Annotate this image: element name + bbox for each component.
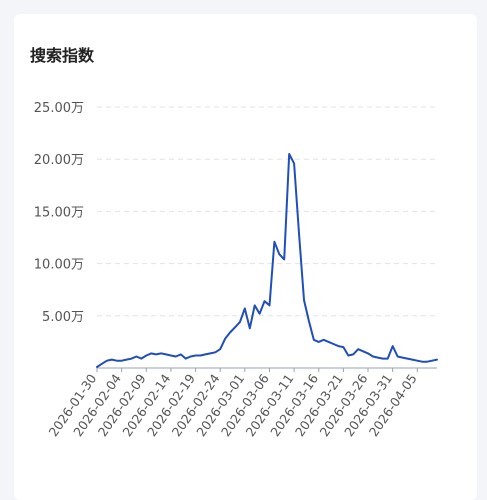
y-tick-label: 10.00万 [34, 258, 84, 273]
y-tick-label: 25.00万 [34, 101, 84, 116]
y-axis-labels: 5.00万 10.00万 15.00万 20.00万 25.00万 [34, 101, 84, 325]
series-line [96, 153, 438, 368]
chart-title: 搜索指数 [30, 46, 95, 65]
y-tick-label: 5.00万 [42, 310, 84, 325]
chart-card: 搜索指数 [14, 14, 477, 500]
y-tick-label: 20.00万 [34, 153, 84, 168]
grid-lines [97, 106, 437, 317]
x-axis-labels: 2026-01-302026-02-042026-02-092026-02-14… [45, 368, 420, 439]
series-layer [96, 153, 438, 368]
y-tick-label: 15.00万 [34, 205, 84, 220]
